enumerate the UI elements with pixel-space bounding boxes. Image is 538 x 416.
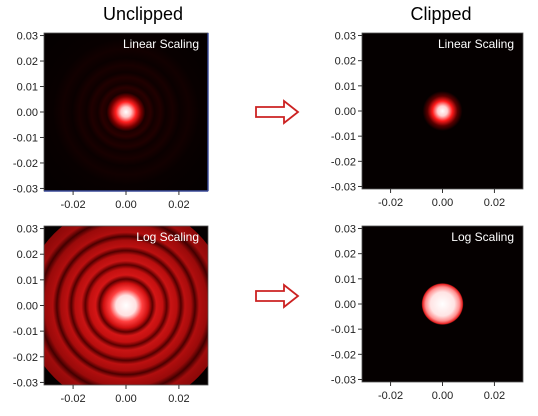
y-tick-label: -0.02 (331, 156, 356, 168)
panel-label: Log Scaling (451, 230, 514, 244)
title-unclipped: Unclipped (102, 4, 184, 24)
right-arrow-icon (255, 283, 300, 309)
y-tick-label: -0.03 (13, 183, 38, 195)
y-tick-label: 0.03 (335, 224, 356, 236)
x-tick-label: -0.02 (378, 197, 403, 209)
x-tick-label: 0.00 (115, 199, 136, 211)
y-tick-label: 0.01 (335, 274, 356, 286)
x-tick-label: 0.02 (484, 197, 505, 209)
right-arrow-icon (255, 99, 300, 125)
diffraction-pattern (44, 33, 208, 191)
diffraction-pattern (362, 226, 523, 382)
panel-4: 0.03 0.02 0.01 0.00 -0.01 -0.02 -0.03 -0.02 0.00… (331, 224, 524, 402)
y-tick-label: 0.02 (17, 249, 38, 261)
y-tick-label: -0.02 (13, 158, 38, 170)
x-tick-label: 0.02 (484, 390, 505, 402)
x-tick-label: -0.02 (61, 393, 86, 405)
y-tick-label: 0.01 (17, 275, 38, 287)
y-tick-label: 0.03 (17, 31, 38, 43)
panel-label: Linear Scaling (123, 37, 199, 51)
y-tick-label: -0.03 (331, 374, 356, 386)
y-tick-label: 0.02 (17, 56, 38, 68)
y-tick-label: 0.03 (335, 31, 356, 43)
y-tick-label: -0.02 (331, 349, 356, 361)
y-tick-label: -0.01 (13, 326, 38, 338)
panel-label: Linear Scaling (438, 37, 514, 51)
x-tick-label: -0.02 (378, 390, 403, 402)
x-tick-label: 0.02 (168, 393, 189, 405)
y-tick-label: 0.02 (335, 249, 356, 261)
y-tick-label: -0.01 (331, 131, 356, 143)
panel-label: Log Scaling (136, 230, 199, 244)
y-tick-label: 0.00 (335, 106, 356, 118)
y-tick-label: 0.00 (17, 107, 38, 119)
y-tick-label: -0.03 (13, 377, 38, 389)
panel-3: 0.03 0.02 0.01 0.00 -0.01 -0.02 -0.03 -0.02 0.00… (13, 224, 209, 405)
y-tick-label: -0.02 (13, 352, 38, 364)
panel-2: 0.03 0.02 0.01 0.00 -0.01 -0.02 -0.03 -0.02 0.00… (331, 31, 524, 209)
y-tick-label: 0.03 (17, 224, 38, 236)
title-clipped: Clipped (410, 4, 472, 24)
diffraction-pattern (362, 33, 523, 189)
y-tick-label: 0.00 (17, 301, 38, 313)
y-tick-label: -0.01 (13, 132, 38, 144)
x-tick-label: 0.00 (432, 390, 453, 402)
y-tick-label: 0.01 (17, 82, 38, 94)
panel-1: 0.03 0.02 0.01 0.00 -0.01 -0.02 -0.03 -0.02 0.00… (13, 31, 209, 211)
x-tick-label: 0.00 (115, 393, 136, 405)
diffraction-pattern (44, 226, 208, 385)
x-tick-label: 0.02 (168, 199, 189, 211)
y-tick-label: 0.01 (335, 81, 356, 93)
x-tick-label: -0.02 (61, 199, 86, 211)
x-tick-label: 0.00 (432, 197, 453, 209)
y-tick-label: -0.03 (331, 181, 356, 193)
y-tick-label: 0.00 (335, 299, 356, 311)
y-tick-label: 0.02 (335, 56, 356, 68)
y-tick-label: -0.01 (331, 324, 356, 336)
